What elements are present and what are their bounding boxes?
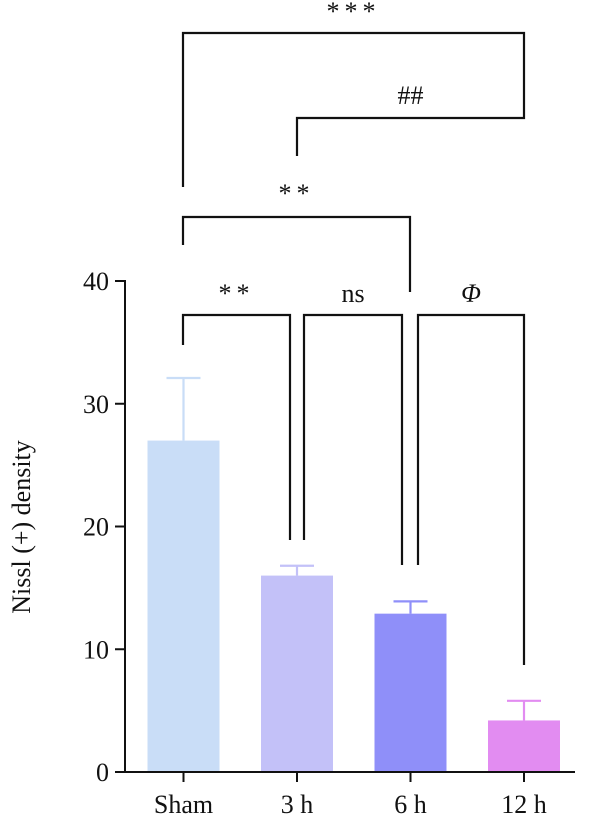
significance-bracket-5: [181, 31, 526, 187]
y-tick-label-1: 10: [83, 635, 109, 664]
x-tick-label-1: 3 h: [281, 790, 314, 819]
y-tick-label-2: 20: [83, 513, 109, 542]
significance-bracket-4: [295, 95, 526, 156]
significance-bracket-0: [181, 313, 292, 540]
significance-label-3: **: [279, 179, 315, 208]
y-axis-title: Nissl (+) density: [7, 440, 36, 614]
bars-layer: [147, 376, 560, 772]
significance-label-1: ns: [341, 279, 364, 308]
bar-3: [488, 720, 560, 772]
x-tick-label-3: 12 h: [501, 790, 547, 819]
significance-label-5: ***: [327, 0, 381, 26]
x-tick-label-0: Sham: [154, 790, 213, 819]
y-tick-label-0: 0: [96, 758, 109, 787]
bar-0: [147, 440, 220, 772]
significance-layer: ** ns Φ ** ## ***: [181, 0, 526, 665]
significance-bracket-1: [302, 313, 404, 565]
y-tick-label-3: 30: [83, 390, 109, 419]
significance-label-0: **: [219, 279, 255, 308]
significance-label-2: Φ: [461, 279, 481, 308]
significance-label-4: ##: [398, 81, 424, 110]
x-tick-label-2: 6 h: [394, 790, 427, 819]
axes-layer: 0 10 20 30 40 Sham 3 h 6 h 12 h: [83, 267, 575, 819]
bar-1: [261, 575, 333, 772]
bar-2: [374, 613, 447, 772]
significance-bracket-2: [416, 313, 526, 665]
significance-bracket-3: [181, 215, 412, 292]
y-tick-label-4: 40: [83, 267, 109, 296]
